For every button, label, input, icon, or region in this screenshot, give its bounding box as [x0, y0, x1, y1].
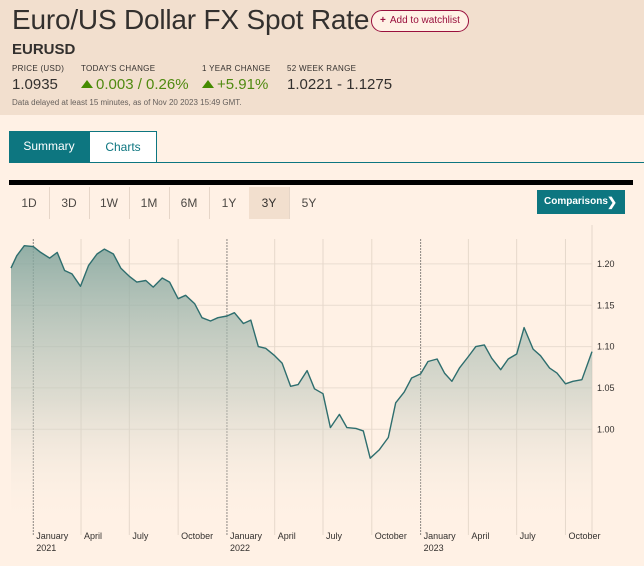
x-tick-label: October: [375, 531, 407, 541]
stat-year-change: 1 YEAR CHANGE +5.91%: [202, 64, 271, 93]
tab-summary[interactable]: Summary: [9, 131, 89, 162]
stat-label: 52 WEEK RANGE: [287, 64, 357, 73]
price-chart: 1.20 1.15 1.10 1.05 1.00 January 2021 April Jul…: [10, 225, 615, 553]
tab-charts[interactable]: Charts: [89, 131, 157, 162]
stat-value: 0.003 / 0.26%: [96, 76, 189, 93]
range-1m[interactable]: 1M: [129, 187, 170, 219]
stat-todays-change: TODAY'S CHANGE 0.003 / 0.26%: [81, 64, 189, 93]
quote-header: Euro/US Dollar FX Spot Rate + Add to watc…: [0, 0, 644, 115]
y-tick-label: 1.20: [597, 259, 615, 269]
tab-divider: [9, 162, 644, 163]
range-5y[interactable]: 5Y: [301, 196, 317, 210]
x-tick-label: July: [132, 531, 149, 541]
stat-label: 1 YEAR CHANGE: [202, 64, 271, 73]
stat-value: 1.0221 - 1.1275: [287, 76, 393, 93]
x-tick-label: April: [278, 531, 296, 541]
range-6m[interactable]: 6M: [169, 187, 210, 219]
range-1d[interactable]: 1D: [9, 187, 50, 219]
stat-52-week-range: 52 WEEK RANGE 1.0221 - 1.1275: [287, 64, 392, 93]
x-tick-label: January: [424, 531, 457, 541]
stat-value: +5.91%: [217, 76, 269, 93]
y-tick-label: 1.15: [597, 300, 615, 310]
y-tick-label: 1.10: [597, 342, 615, 352]
section-rule: [9, 180, 633, 185]
x-tick-label: April: [84, 531, 102, 541]
price-area: [11, 245, 592, 525]
page-title: Euro/US Dollar FX Spot Rate: [12, 4, 370, 35]
chevron-right-icon: ❯: [606, 195, 617, 209]
x-tick-label: October: [181, 531, 213, 541]
up-arrow-icon: [202, 80, 214, 88]
data-delay-note: Data delayed at least 15 minutes, as of …: [12, 98, 242, 107]
range-1y[interactable]: 1Y: [209, 187, 250, 219]
stat-label: TODAY'S CHANGE: [81, 64, 156, 73]
y-tick-label: 1.00: [597, 424, 615, 434]
x-tick-label: April: [471, 531, 489, 541]
range-3y[interactable]: 3Y: [249, 187, 290, 219]
x-tick-label: July: [520, 531, 537, 541]
x-year-label: 2021: [36, 543, 56, 553]
stat-value: 1.0935: [12, 76, 58, 93]
range-3d[interactable]: 3D: [49, 187, 90, 219]
add-to-watchlist-button[interactable]: + Add to watchlist: [371, 10, 469, 32]
symbol: EURUSD: [12, 41, 76, 58]
x-year-label: 2022: [230, 543, 250, 553]
comparisons-button[interactable]: Comparisons ❯: [537, 190, 625, 214]
range-1w[interactable]: 1W: [89, 187, 130, 219]
plus-icon: +: [380, 15, 386, 26]
comparisons-label: Comparisons: [544, 196, 608, 207]
up-arrow-icon: [81, 80, 93, 88]
add-to-watchlist-label: Add to watchlist: [389, 15, 460, 26]
x-year-label: 2023: [424, 543, 444, 553]
x-tick-label: January: [230, 531, 263, 541]
x-tick-label: October: [568, 531, 600, 541]
x-tick-label: July: [326, 531, 343, 541]
stat-label: PRICE (USD): [12, 64, 65, 73]
x-tick-label: January: [36, 531, 69, 541]
stat-price: PRICE (USD) 1.0935: [12, 64, 64, 93]
y-tick-label: 1.05: [597, 383, 615, 393]
price-line: [10, 245, 593, 459]
